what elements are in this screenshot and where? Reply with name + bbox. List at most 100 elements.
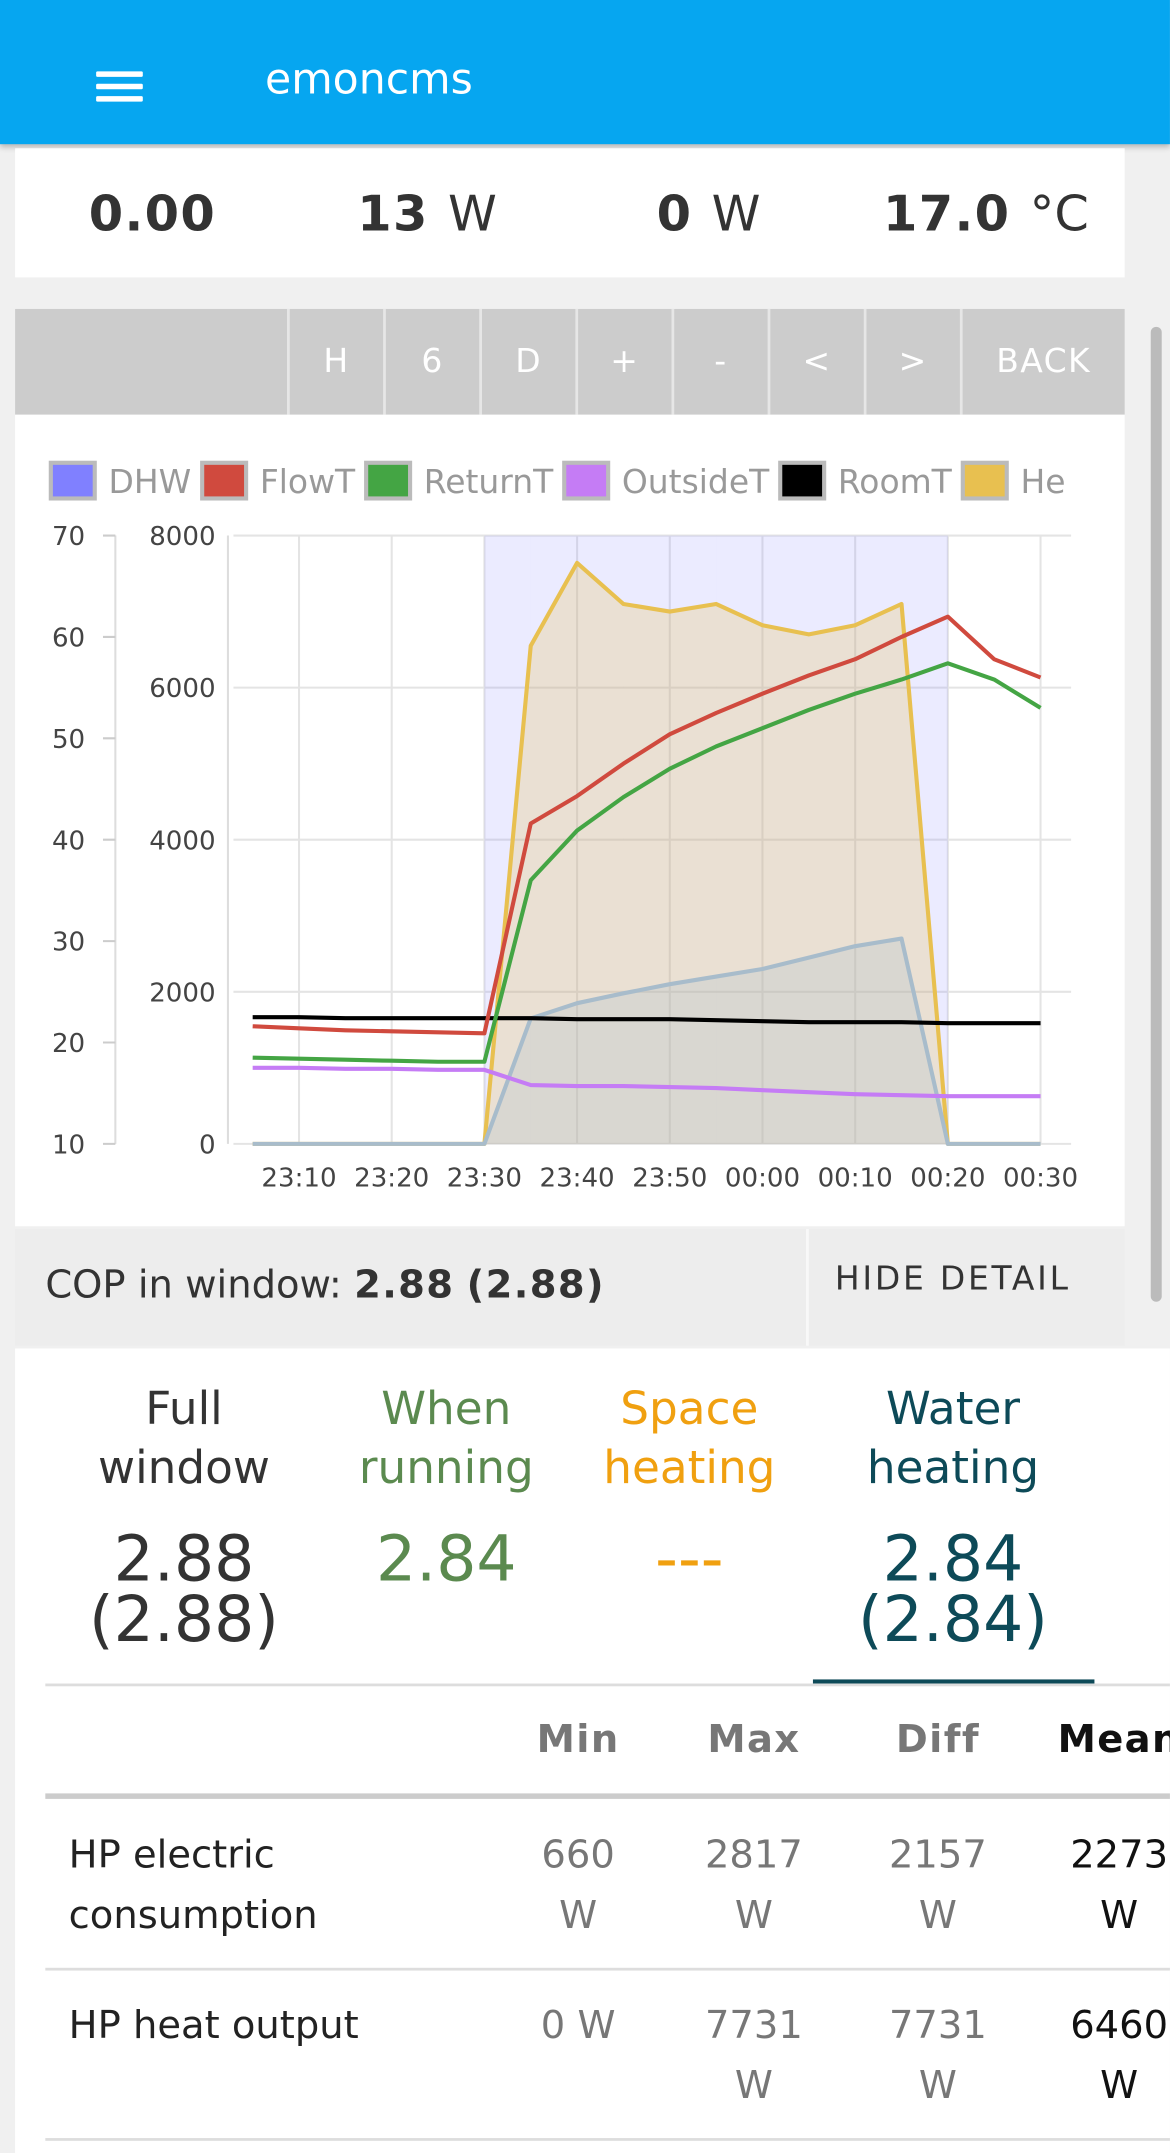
button-bar: H 6 D + - < > BACK	[15, 308, 1125, 415]
cell: 2157 W	[888, 1831, 987, 1938]
cell: 2273 W	[1070, 1831, 1169, 1938]
dhw-band	[623, 535, 670, 1144]
column-value-sub: (2.84)	[858, 1581, 1048, 1657]
x-tick-label: 23:20	[354, 1163, 429, 1193]
series-line	[252, 1065, 1041, 1099]
cop-label: COP in window:	[45, 1261, 342, 1308]
chart: 10 20 30 40 50 60 70 0 2000 4000 6000 8000 23:10 23:2…	[48, 460, 1078, 1193]
legend-label: DHW	[108, 462, 191, 501]
table-header: Min	[536, 1716, 620, 1762]
menu-icon[interactable]	[96, 83, 143, 90]
column-title: When running	[358, 1381, 534, 1495]
cell: 660 W	[541, 1831, 615, 1938]
chart-card: 10 20 30 40 50 60 70 0 2000 4000 6000 8000 23:10 23:2…	[15, 414, 1125, 1227]
toolbar-button[interactable]: 6	[383, 308, 479, 415]
toolbar-button[interactable]: D	[479, 308, 575, 415]
y2-tick-label: 4000	[149, 826, 215, 856]
cell: 6460 W	[1070, 2002, 1169, 2108]
stat-value: 13	[357, 186, 429, 244]
x-tick-label: 23:30	[447, 1163, 522, 1193]
column-value-main: 2.84	[882, 1521, 1024, 1596]
column-value: 2.88 (2.88)	[54, 1521, 315, 1657]
series-line	[252, 1015, 1041, 1026]
stat: 0.00	[89, 187, 216, 243]
x-tick-label: 23:10	[261, 1163, 336, 1193]
menu-icon[interactable]	[96, 96, 143, 102]
app-title: emoncms	[265, 54, 473, 105]
y2-tick-label: 6000	[149, 674, 215, 704]
divider	[806, 1229, 809, 1346]
toolbar-button[interactable]: -	[671, 308, 767, 415]
stat-value: 17.0	[882, 186, 1011, 244]
row-divider	[45, 2138, 1170, 2141]
y-tick-label: 70	[52, 522, 85, 552]
y2-tick-label: 0	[199, 1130, 216, 1160]
toolbar-button[interactable]: >	[863, 308, 960, 415]
series-line	[252, 661, 1042, 1064]
column-value-main: 2.88	[113, 1521, 255, 1596]
table-header: Diff	[895, 1716, 980, 1762]
stat: 17.0 °C	[883, 187, 1089, 243]
legend-label: OutsideT	[622, 462, 770, 501]
legend-swatch	[778, 460, 827, 501]
x-tick-label: 00:00	[725, 1163, 800, 1193]
row-label: HP electric consumption	[68, 1831, 318, 1938]
toolbar-button[interactable]: H	[286, 308, 383, 415]
stat-unit: W	[711, 186, 761, 244]
y2-tick-label: 2000	[149, 978, 215, 1008]
cell: 7731 W	[704, 2002, 803, 2108]
legend: DHW FlowT ReturnT OutsideT RoomT He	[48, 460, 1066, 501]
x-tick-label: 23:50	[632, 1163, 707, 1193]
cop-bar: COP in window: 2.88 (2.88) HIDE DETAIL	[15, 1229, 1125, 1346]
cop-column: Space heating ---	[559, 1348, 820, 1678]
column-value-main: 2.84	[375, 1521, 517, 1596]
legend-label: He	[1020, 462, 1065, 501]
x-tick-label: 23:40	[540, 1163, 615, 1193]
y2-tick-label: 8000	[149, 522, 215, 552]
legend-swatch	[960, 460, 1009, 501]
legend-label: FlowT	[260, 462, 356, 501]
column-value: ---	[559, 1521, 820, 1596]
toolbar-button[interactable]: +	[575, 308, 671, 415]
cell: 0 W	[540, 2002, 616, 2048]
y-tick-label: 20	[52, 1029, 85, 1059]
column-title: Full window	[98, 1381, 270, 1495]
cop-value: 2.88	[354, 1261, 455, 1308]
series-line	[252, 936, 1041, 1146]
stat-unit: W	[448, 186, 497, 244]
stat-value: 0.00	[88, 186, 217, 244]
column-value-main: ---	[655, 1521, 724, 1596]
hide-detail-button[interactable]: HIDE DETAIL	[834, 1259, 1071, 1298]
y-tick-label: 10	[52, 1130, 85, 1160]
dhw-band	[669, 535, 717, 1144]
legend-swatch	[200, 460, 249, 501]
toolbar-button[interactable]: BACK	[959, 308, 1125, 415]
stat: 13 W	[357, 187, 497, 243]
area	[252, 562, 1041, 1144]
dhw-band	[855, 535, 902, 1144]
cop-column: Water heating 2.84 (2.84)	[823, 1348, 1084, 1678]
dhw-band	[808, 535, 856, 1144]
toolbar-button[interactable]: <	[767, 308, 864, 415]
y-tick-label: 50	[52, 725, 85, 755]
cop-value2: (2.88)	[466, 1261, 605, 1308]
stats-card: 0.00 13 W 0 W 17.0 °C	[15, 148, 1125, 278]
table-header: Mean	[1057, 1716, 1170, 1762]
table-header: Max	[707, 1716, 801, 1762]
column-title: Water heating	[866, 1381, 1040, 1495]
menu-icon[interactable]	[96, 71, 143, 77]
cop-column: Full window 2.88 (2.88)	[54, 1348, 315, 1678]
app-bar: emoncms	[0, 0, 1170, 145]
y-tick-label: 60	[52, 624, 85, 654]
cell: 7731 W	[888, 2002, 987, 2108]
y-tick-label: 40	[52, 826, 85, 856]
column-title: Space heating	[603, 1381, 776, 1495]
column-value-sub: (2.88)	[89, 1581, 279, 1657]
legend-swatch	[364, 460, 413, 501]
tab-underline	[812, 1679, 1095, 1684]
x-tick-label: 00:20	[910, 1163, 985, 1193]
detail-panel: Full window 2.88 (2.88) When running 2.84 Spa…	[15, 1348, 1170, 2153]
row-divider	[45, 1967, 1170, 1971]
scrollbar	[1150, 326, 1162, 1302]
